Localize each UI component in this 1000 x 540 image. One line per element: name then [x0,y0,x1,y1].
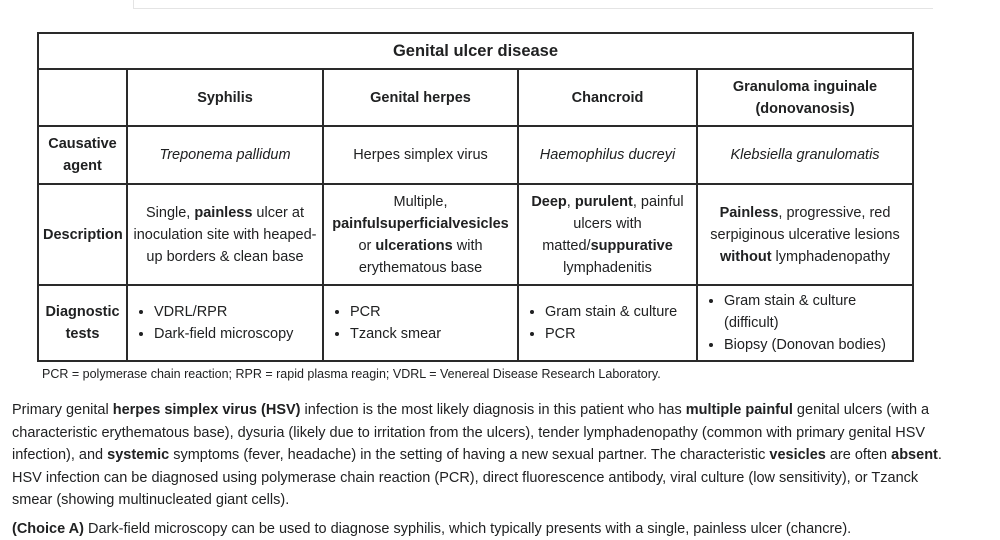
bold-text: Painless [719,204,779,221]
bold-text: multiple painful [685,402,793,418]
list-item: PCR [350,301,513,323]
bold-text: vesicles [769,447,826,463]
table-title: Genital ulcer disease [36,32,915,70]
diagnostic-list: Gram stain & culture PCR [523,301,692,345]
col-header-granuloma: Granuloma inguinale (donovanosis) [695,68,915,127]
description-syphilis: Single, painless ulcer at inoculation si… [126,183,324,286]
description-herpes: Multiple, painfulsuperficialvesicles or … [322,183,519,286]
col-header-herpes: Genital herpes [322,68,519,127]
choice-label: (Choice A) [12,521,84,537]
agent-chancroid: Haemophilus ducreyi [517,125,698,185]
bold-text: absent [891,447,938,463]
agent-syphilis: Treponema pallidum [126,125,324,185]
list-item: Dark-field microscopy [154,323,318,345]
genital-ulcer-table: Genital ulcer disease Syphilis Genital h… [36,32,915,362]
top-tab-strip [0,0,1000,12]
bold-text: purulent [574,193,633,210]
tab-edge [133,0,134,9]
list-item: PCR [545,323,692,345]
list-item: VDRL/RPR [154,301,318,323]
bold-text: Deep [531,193,567,210]
bold-text: without [719,248,772,265]
choice-a-explanation: (Choice A) Dark-field microscopy can be … [12,521,852,537]
diagnostic-granuloma: Gram stain & culture (difficult) Biopsy … [695,284,915,362]
description-chancroid: Deep, purulent, painful ulcers with matt… [517,183,698,286]
bold-text: systemic [107,447,170,463]
bold-text: painfulsuperficialvesicles [332,215,509,232]
diagnostic-list: VDRL/RPR Dark-field microscopy [132,301,318,345]
list-item: Gram stain & culture [545,301,692,323]
table-row-description: Description Single, painless ulcer at in… [37,183,915,286]
bold-text: ulcerations [375,237,453,254]
row-header-agent: Causative agent [37,125,128,185]
diagnostic-herpes: PCR Tzanck smear [322,284,519,362]
diagnostic-chancroid: Gram stain & culture PCR [517,284,698,362]
col-header-syphilis: Syphilis [126,68,324,127]
bold-text: herpes simplex virus (HSV) [112,402,301,418]
col-header-chancroid: Chancroid [517,68,698,127]
list-item: Tzanck smear [350,323,513,345]
explanation-paragraph: Primary genital herpes simplex virus (HS… [12,402,942,508]
bold-text: suppurative [590,237,673,254]
table-row-causative-agent: Causative agent Treponema pallidum Herpe… [37,125,915,185]
diagnostic-list: Gram stain & culture (difficult) Biopsy … [702,290,908,356]
table-footnote: PCR = polymerase chain reaction; RPR = r… [42,367,661,381]
bold-text: painless [194,204,253,221]
row-header-diagnostic: Diagnostic tests [37,284,128,362]
row-header-description: Description [37,183,128,286]
corner-cell [37,68,128,127]
diagnostic-list: PCR Tzanck smear [328,301,513,345]
list-item: Gram stain & culture (difficult) [724,290,908,334]
agent-herpes: Herpes simplex virus [322,125,519,185]
tab-underline [133,8,933,9]
agent-granuloma: Klebsiella granulomatis [695,125,915,185]
list-item: Biopsy (Donovan bodies) [724,334,908,356]
diagnostic-syphilis: VDRL/RPR Dark-field microscopy [126,284,324,362]
description-granuloma: Painless, progressive, red serpiginous u… [695,183,915,286]
table-row-diagnostic-tests: Diagnostic tests VDRL/RPR Dark-field mic… [37,284,915,362]
